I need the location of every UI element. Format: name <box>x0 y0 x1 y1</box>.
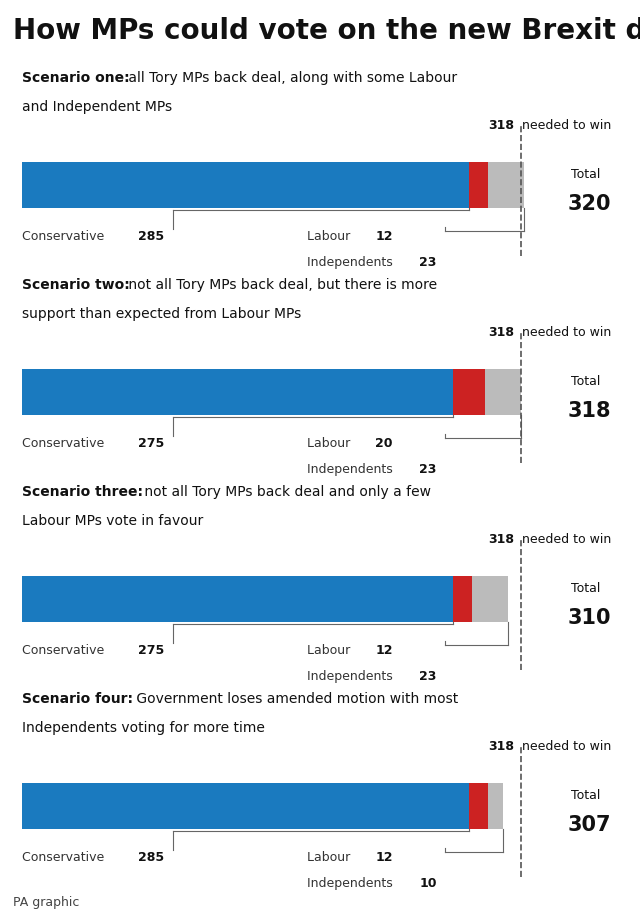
Text: 307: 307 <box>568 814 611 834</box>
Text: Total: Total <box>571 581 600 594</box>
Text: support than expected from Labour MPs: support than expected from Labour MPs <box>22 306 301 320</box>
Text: 275: 275 <box>138 642 164 656</box>
Text: Labour: Labour <box>307 436 355 449</box>
Text: 318: 318 <box>488 739 515 752</box>
Text: How MPs could vote on the new Brexit deal: How MPs could vote on the new Brexit dea… <box>13 17 640 45</box>
Text: 320: 320 <box>568 194 611 214</box>
Bar <box>469 783 488 830</box>
Text: 285: 285 <box>138 229 164 243</box>
Text: Labour: Labour <box>307 849 355 863</box>
Text: PA graphic: PA graphic <box>13 895 79 909</box>
Bar <box>488 163 524 210</box>
Text: Total: Total <box>571 374 600 387</box>
Bar <box>453 576 472 623</box>
Text: Total: Total <box>571 167 600 180</box>
Text: 12: 12 <box>375 229 393 243</box>
Bar <box>22 163 469 210</box>
Text: Labour MPs vote in favour: Labour MPs vote in favour <box>22 513 204 527</box>
Text: 10: 10 <box>419 876 436 889</box>
Text: Conservative: Conservative <box>22 229 108 243</box>
Bar <box>472 576 508 623</box>
Text: needed to win: needed to win <box>518 119 611 131</box>
Text: Independents: Independents <box>307 669 397 682</box>
Text: Scenario four:: Scenario four: <box>22 692 133 706</box>
Text: Scenario one:: Scenario one: <box>22 72 130 85</box>
Text: Total: Total <box>571 788 600 800</box>
Text: Conservative: Conservative <box>22 849 108 863</box>
Text: Labour: Labour <box>307 642 355 656</box>
Text: 23: 23 <box>419 462 436 475</box>
Bar <box>22 576 453 623</box>
Text: Scenario two:: Scenario two: <box>22 278 130 292</box>
Text: needed to win: needed to win <box>518 325 611 338</box>
Text: all Tory MPs back deal, along with some Labour: all Tory MPs back deal, along with some … <box>124 72 457 85</box>
Bar <box>484 369 521 416</box>
Text: 318: 318 <box>488 325 515 338</box>
Text: not all Tory MPs back deal, but there is more: not all Tory MPs back deal, but there is… <box>124 278 437 292</box>
Text: Scenario three:: Scenario three: <box>22 485 143 499</box>
Text: needed to win: needed to win <box>518 739 611 752</box>
Bar <box>488 783 504 830</box>
Bar <box>453 369 484 416</box>
Text: 285: 285 <box>138 849 164 863</box>
Text: and Independent MPs: and Independent MPs <box>22 99 172 113</box>
Text: Conservative: Conservative <box>22 436 108 449</box>
Text: 23: 23 <box>419 669 436 682</box>
Text: Labour: Labour <box>307 229 355 243</box>
Bar <box>22 783 469 830</box>
Text: 318: 318 <box>488 119 515 131</box>
Text: 275: 275 <box>138 436 164 449</box>
Text: needed to win: needed to win <box>518 532 611 545</box>
Text: 310: 310 <box>568 607 611 628</box>
Text: 12: 12 <box>375 849 393 863</box>
Text: Conservative: Conservative <box>22 642 108 656</box>
Text: Independents voting for more time: Independents voting for more time <box>22 720 265 733</box>
Bar <box>469 163 488 210</box>
Text: Independents: Independents <box>307 462 397 475</box>
Bar <box>22 369 453 416</box>
Text: Government loses amended motion with most: Government loses amended motion with mos… <box>132 692 458 706</box>
Text: 23: 23 <box>419 255 436 268</box>
Text: 318: 318 <box>488 532 515 545</box>
Text: not all Tory MPs back deal and only a few: not all Tory MPs back deal and only a fe… <box>140 485 431 499</box>
Text: 318: 318 <box>568 401 611 421</box>
Text: 12: 12 <box>375 642 393 656</box>
Text: 20: 20 <box>375 436 393 449</box>
Text: Independents: Independents <box>307 255 397 268</box>
Text: Independents: Independents <box>307 876 397 889</box>
